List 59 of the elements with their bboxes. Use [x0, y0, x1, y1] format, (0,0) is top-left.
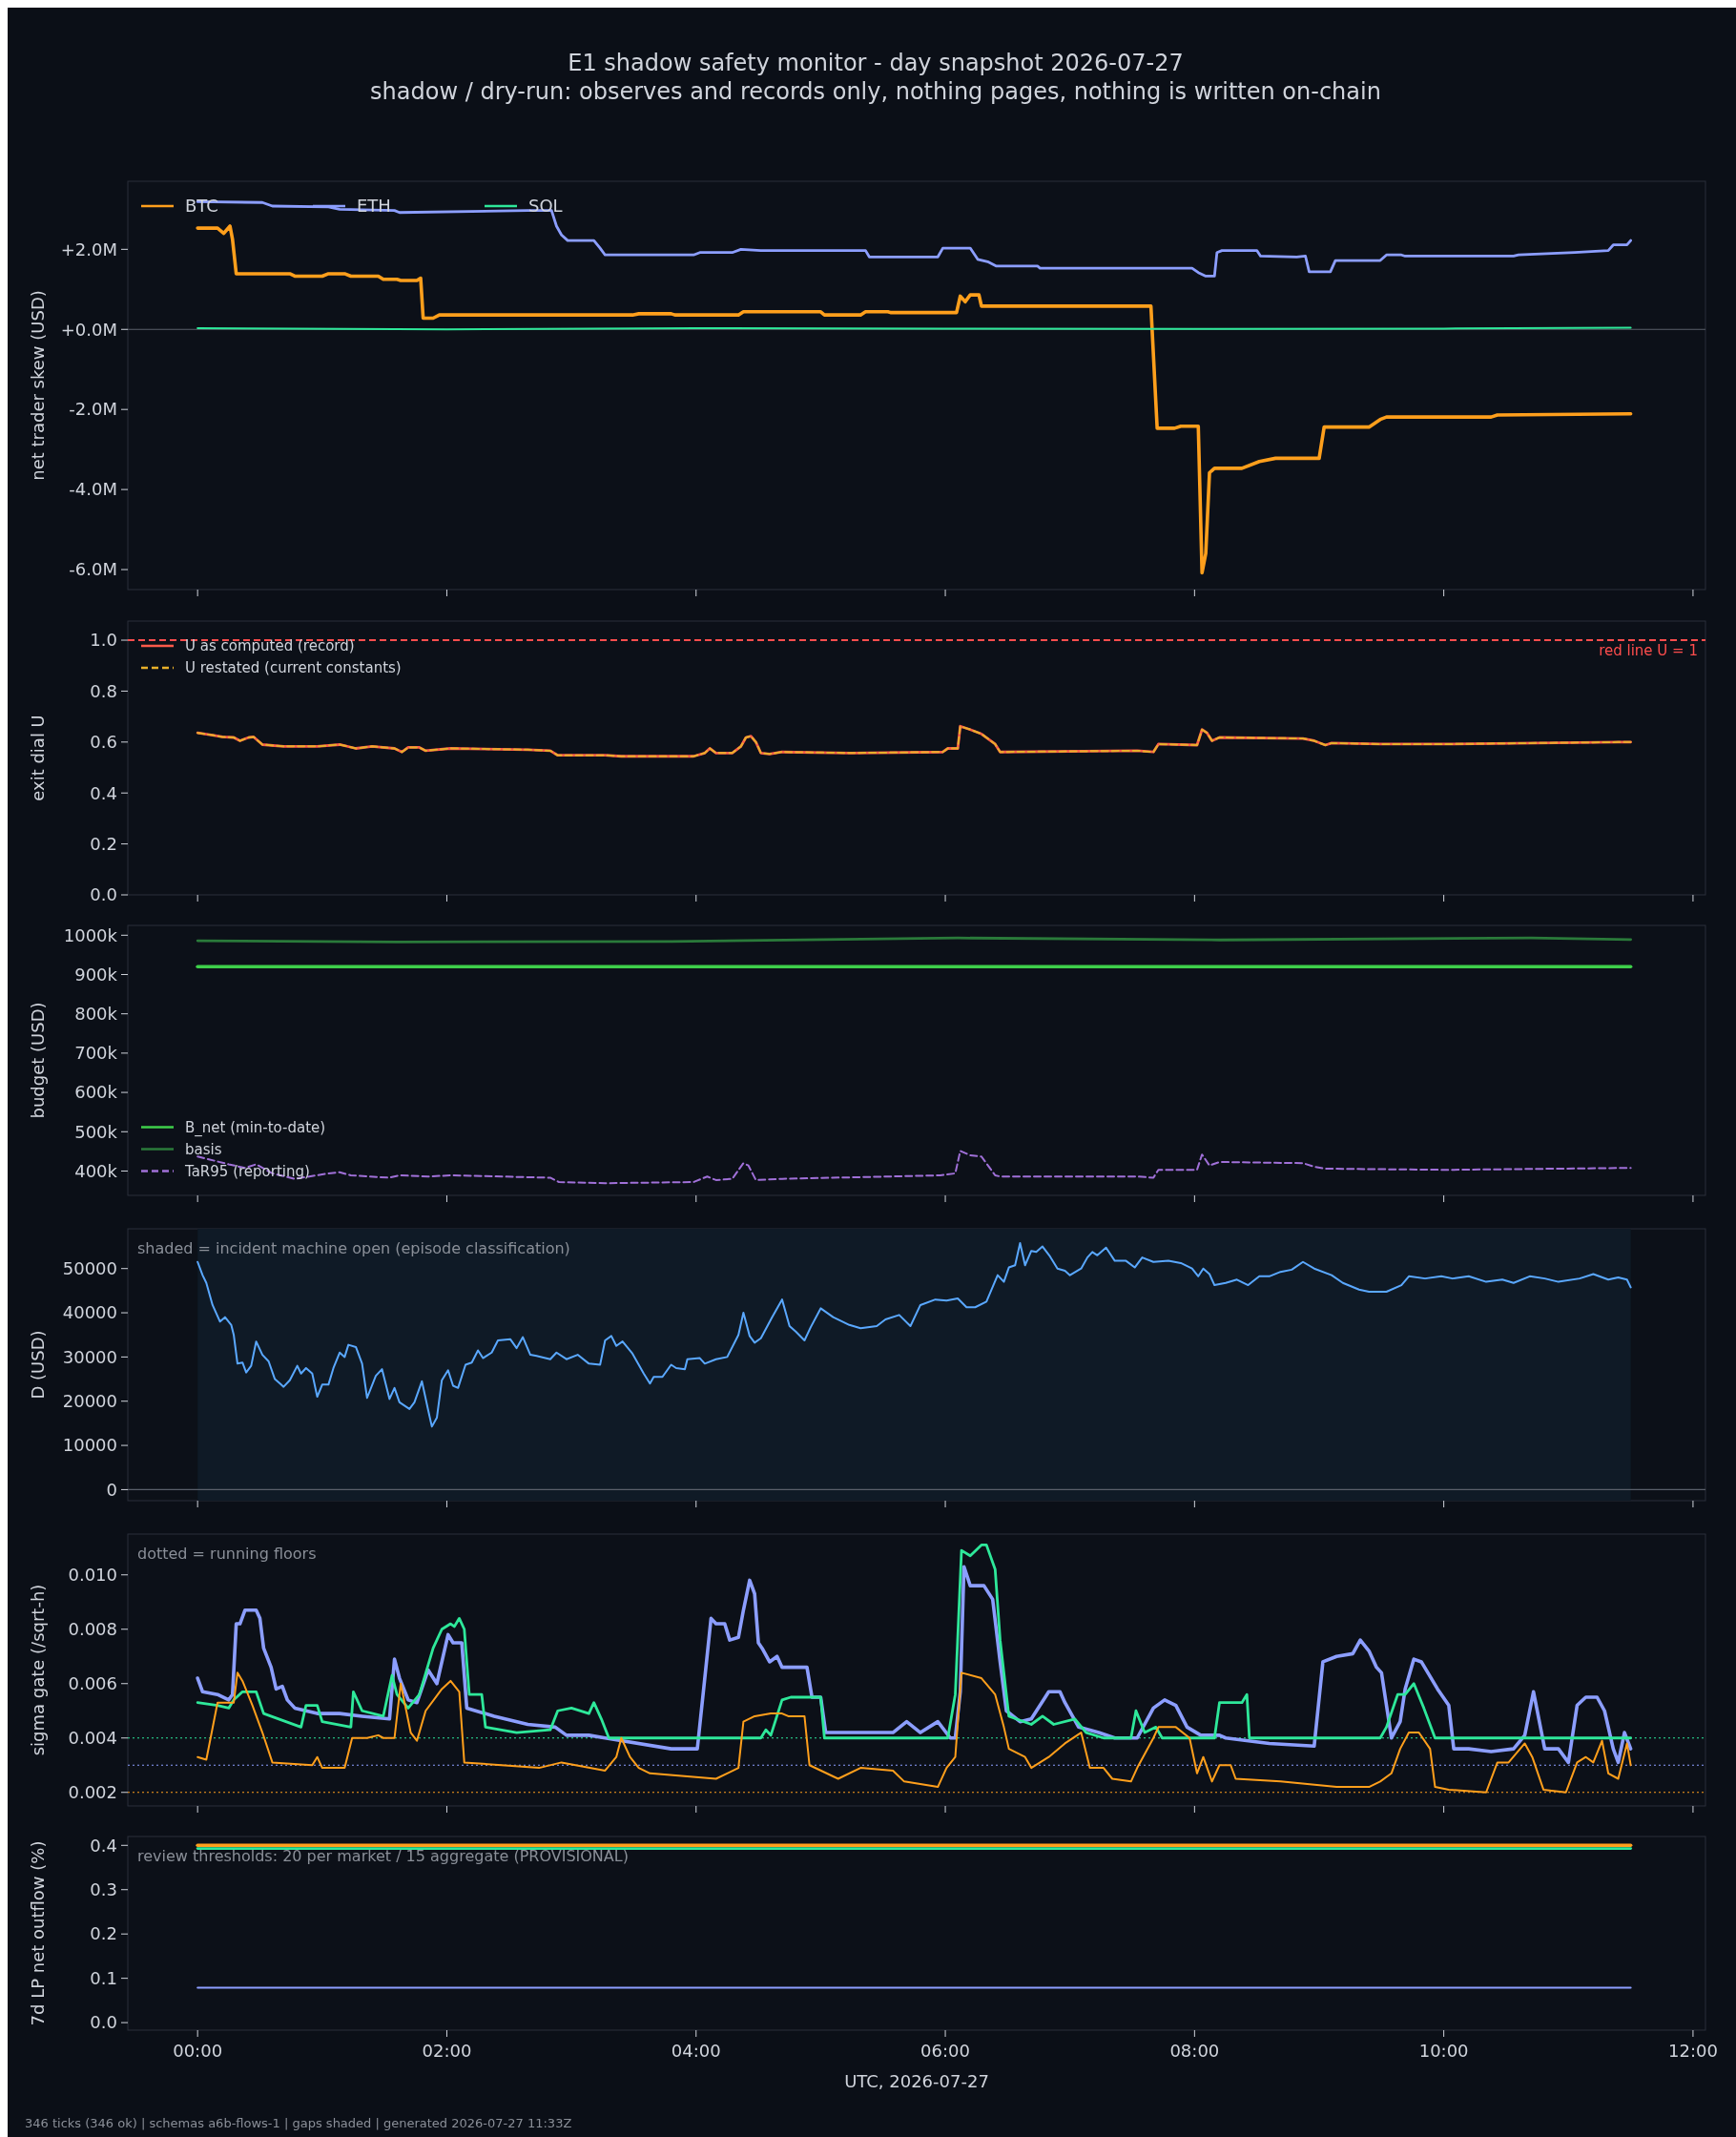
y-tick-label: 10000	[62, 1435, 117, 1456]
y-tick-label: 400k	[74, 1160, 118, 1181]
y-tick-label: 0.4	[90, 782, 117, 803]
x-tick-label: 08:00	[1169, 2041, 1220, 2061]
ref-line-label: red line U = 1	[1599, 642, 1698, 660]
x-tick-label: 12:00	[1668, 2041, 1718, 2061]
y-axis-title: 7d LP net outflow (%)	[28, 1840, 48, 2026]
y-tick-label: 0.008	[68, 1619, 117, 1640]
y-tick-label: 600k	[74, 1082, 118, 1103]
annotation: shaded = incident machine open (episode classification)	[137, 1239, 570, 1257]
x-tick-label: 00:00	[173, 2041, 223, 2061]
y-tick-label: 0.6	[90, 732, 117, 753]
y-tick-label: 700k	[74, 1043, 118, 1064]
x-tick-label: 06:00	[920, 2041, 970, 2061]
annotation: review thresholds: 20 per market / 15 aggregate (PROVISIONAL)	[137, 1847, 629, 1865]
y-tick-label: -6.0M	[69, 559, 117, 580]
y-axis-title: budget (USD)	[28, 1002, 48, 1119]
y-tick-label: 0.0	[90, 884, 117, 905]
y-axis-title: D (USD)	[28, 1330, 48, 1400]
text: 346 ticks (346 ok) | schemas a6b-flows-1 | gaps shaded | generated 2026-07-27 11:33Z	[25, 2116, 572, 2130]
y-tick-label: 0.010	[68, 1565, 117, 1586]
y-tick-label: +2.0M	[60, 239, 117, 259]
x-tick-label: 10:00	[1418, 2041, 1469, 2061]
legend-label: B_net (min-to-date)	[185, 1118, 326, 1137]
y-tick-label: -2.0M	[69, 399, 117, 420]
y-tick-label: 900k	[74, 964, 118, 985]
y-axis-title: sigma gate (/sqrt-h)	[28, 1584, 48, 1756]
annotation: dotted = running floors	[137, 1545, 317, 1563]
y-tick-label: 50000	[62, 1258, 117, 1279]
y-tick-label: 0.2	[90, 1923, 117, 1944]
legend-label: basis	[185, 1140, 222, 1158]
y-tick-label: 20000	[62, 1391, 117, 1412]
y-tick-label: 0.1	[90, 1967, 117, 1988]
legend-label: U restated (current constants)	[185, 659, 402, 677]
chart-subtitle: shadow / dry-run: observes and records only, nothing pages, nothing is written on-chain	[370, 78, 1381, 105]
y-tick-label: 0.4	[90, 1835, 117, 1856]
y-tick-label: 500k	[74, 1121, 118, 1142]
y-tick-label: -4.0M	[69, 479, 117, 500]
legend-label: U as computed (record)	[185, 637, 355, 655]
y-tick-label: 0	[106, 1479, 117, 1500]
x-tick-label: 02:00	[422, 2041, 472, 2061]
x-axis-title: UTC, 2026-07-27	[844, 2071, 989, 2091]
y-tick-label: 0.004	[68, 1728, 117, 1749]
y-tick-label: 0.2	[90, 833, 117, 854]
y-axis-title: net trader skew (USD)	[28, 290, 48, 481]
y-tick-label: 1000k	[63, 924, 118, 945]
y-tick-label: 40000	[62, 1302, 117, 1323]
y-tick-label: 0.006	[68, 1673, 117, 1694]
y-tick-label: 1.0	[90, 630, 117, 651]
y-tick-label: 0.3	[90, 1879, 117, 1900]
y-tick-label: 800k	[74, 1003, 118, 1024]
chart-title: E1 shadow safety monitor - day snapshot 2026-07-27	[568, 50, 1184, 76]
y-tick-label: +0.0M	[60, 319, 117, 340]
y-tick-label: 0.002	[68, 1782, 117, 1803]
y-axis-title: exit dial U	[28, 715, 48, 801]
y-tick-label: 30000	[62, 1346, 117, 1367]
x-tick-label: 04:00	[671, 2041, 721, 2061]
y-tick-label: 0.0	[90, 2012, 117, 2033]
y-tick-label: 0.8	[90, 680, 117, 701]
